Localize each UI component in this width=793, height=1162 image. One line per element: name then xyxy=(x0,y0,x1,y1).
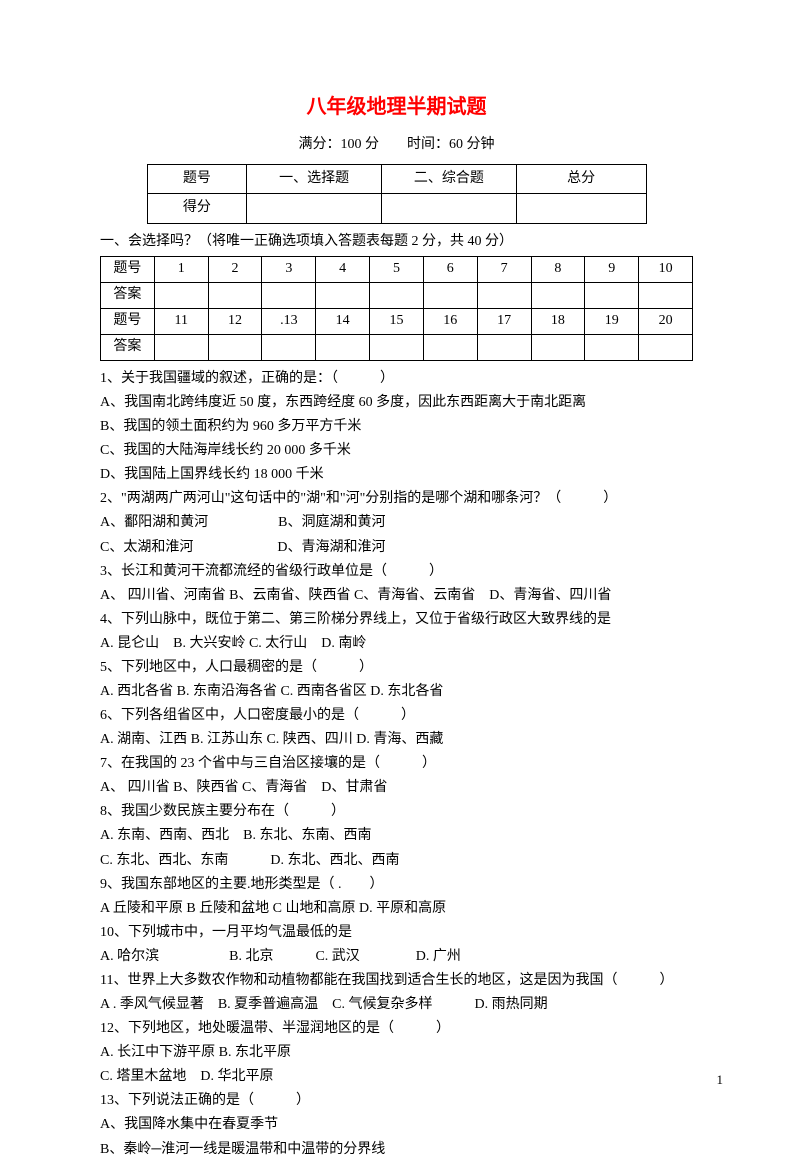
question-line: A、我国南北跨纬度近 50 度，东西跨经度 60 多度，因此东西距离大于南北距离 xyxy=(100,391,693,415)
answer-cell xyxy=(154,283,208,309)
answer-num: 17 xyxy=(477,309,531,335)
answer-num: 19 xyxy=(585,309,639,335)
answer-num: 10 xyxy=(639,257,693,283)
answer-num: 12 xyxy=(208,309,262,335)
answer-cell xyxy=(423,283,477,309)
table-row: 题号 一、选择题 二、综合题 总分 xyxy=(147,164,646,194)
score-row-label: 得分 xyxy=(147,194,247,224)
answer-cell xyxy=(585,283,639,309)
answer-num: 8 xyxy=(531,257,585,283)
answer-num: 11 xyxy=(154,309,208,335)
question-line: C. 东北、西北、东南 D. 东北、西北、西南 xyxy=(100,849,693,873)
question-line: B、秦岭─淮河一线是暖温带和中温带的分界线 xyxy=(100,1138,693,1162)
question-line: D、我国陆上国界线长约 18 000 千米 xyxy=(100,463,693,487)
question-line: 11、世界上大多数农作物和动植物都能在我国找到适合生长的地区，这是因为我国（ ） xyxy=(100,969,693,993)
answer-cell xyxy=(262,283,316,309)
question-line: 10、下列城市中，一月平均气温最低的是 xyxy=(100,921,693,945)
answer-row-label: 题号 xyxy=(101,309,155,335)
score-header-label: 题号 xyxy=(147,164,247,194)
page-title: 八年级地理半期试题 xyxy=(100,90,693,125)
question-line: 2、"两湖两广两河山"这句话中的"湖"和"河"分别指的是哪个湖和哪条河？（ ） xyxy=(100,487,693,511)
question-line: 13、下列说法正确的是（ ） xyxy=(100,1089,693,1113)
question-line: A . 季风气候显著 B. 夏季普遍高温 C. 气候复杂多样 D. 雨热同期 xyxy=(100,993,693,1017)
answer-num: 4 xyxy=(316,257,370,283)
question-line: 9、我国东部地区的主要.地形类型是（ . ） xyxy=(100,873,693,897)
answer-num: .13 xyxy=(262,309,316,335)
answer-row-label: 题号 xyxy=(101,257,155,283)
answer-cell xyxy=(316,335,370,361)
answer-cell xyxy=(208,283,262,309)
answer-num: 1 xyxy=(154,257,208,283)
answer-row-label: 答案 xyxy=(101,335,155,361)
answer-cell xyxy=(639,335,693,361)
question-line: 8、我国少数民族主要分布在（ ） xyxy=(100,800,693,824)
section-label: 一、会选择吗？（将唯一正确选项填入答题表每题 2 分，共 40 分） xyxy=(100,230,693,255)
question-line: A、鄱阳湖和黄河 B、洞庭湖和黄河 xyxy=(100,511,693,535)
answer-cell xyxy=(639,283,693,309)
answer-cell xyxy=(585,335,639,361)
page-subtitle: 满分：100 分 时间：60 分钟 xyxy=(100,133,693,158)
answer-cell xyxy=(370,335,424,361)
question-line: 6、下列各组省区中，人口密度最小的是（ ） xyxy=(100,704,693,728)
table-row: 题号 11 12 .13 14 15 16 17 18 19 20 xyxy=(101,309,693,335)
answer-cell xyxy=(154,335,208,361)
answer-num: 20 xyxy=(639,309,693,335)
question-line: 7、在我国的 23 个省中与三自治区接壤的是（ ） xyxy=(100,752,693,776)
answer-num: 7 xyxy=(477,257,531,283)
question-line: A. 东南、西南、西北 B. 东北、东南、西南 xyxy=(100,824,693,848)
score-table: 题号 一、选择题 二、综合题 总分 得分 xyxy=(147,164,647,224)
question-line: A 丘陵和平原 B 丘陵和盆地 C 山地和高原 D. 平原和高原 xyxy=(100,897,693,921)
question-line: A. 西北各省 B. 东南沿海各省 C. 西南各省区 D. 东北各省 xyxy=(100,680,693,704)
question-line: A、 四川省、河南省 B、云南省、陕西省 C、青海省、云南省 D、青海省、四川省 xyxy=(100,584,693,608)
question-line: A、 四川省 B、陕西省 C、青海省 D、甘肃省 xyxy=(100,776,693,800)
question-line: A. 哈尔滨 B. 北京 C. 武汉 D. 广州 xyxy=(100,945,693,969)
answer-num: 9 xyxy=(585,257,639,283)
answer-num: 5 xyxy=(370,257,424,283)
answer-num: 6 xyxy=(423,257,477,283)
question-line: 4、下列山脉中，既位于第二、第三阶梯分界线上，又位于省级行政区大致界线的是 xyxy=(100,608,693,632)
answer-num: 16 xyxy=(423,309,477,335)
question-line: 1、关于我国疆域的叙述，正确的是：（ ） xyxy=(100,367,693,391)
page-number: 1 xyxy=(717,1069,724,1092)
answer-cell xyxy=(370,283,424,309)
question-line: A、我国降水集中在春夏季节 xyxy=(100,1113,693,1137)
question-line: A. 昆仑山 B. 大兴安岭 C. 太行山 D. 南岭 xyxy=(100,632,693,656)
answer-cell xyxy=(208,335,262,361)
question-line: C. 塔里木盆地 D. 华北平原 xyxy=(100,1065,693,1089)
question-line: A. 长江中下游平原 B. 东北平原 xyxy=(100,1041,693,1065)
question-line: 5、下列地区中，人口最稠密的是（ ） xyxy=(100,656,693,680)
table-row: 得分 xyxy=(147,194,646,224)
answer-cell xyxy=(531,283,585,309)
answer-cell xyxy=(531,335,585,361)
score-header-sec2: 二、综合题 xyxy=(382,164,517,194)
question-line: 12、下列地区，地处暖温带、半湿润地区的是（ ） xyxy=(100,1017,693,1041)
table-row: 题号 1 2 3 4 5 6 7 8 9 10 xyxy=(101,257,693,283)
questions-body: 1、关于我国疆域的叙述，正确的是：（ ）A、我国南北跨纬度近 50 度，东西跨经… xyxy=(100,367,693,1162)
score-header-total: 总分 xyxy=(516,164,646,194)
answer-num: 2 xyxy=(208,257,262,283)
answer-cell xyxy=(262,335,316,361)
table-row: 答案 xyxy=(101,335,693,361)
score-cell xyxy=(247,194,382,224)
answer-num: 3 xyxy=(262,257,316,283)
answer-cell xyxy=(316,283,370,309)
answer-cell xyxy=(477,335,531,361)
answer-row-label: 答案 xyxy=(101,283,155,309)
question-line: C、太湖和淮河 D、青海湖和淮河 xyxy=(100,536,693,560)
score-cell xyxy=(516,194,646,224)
answer-num: 18 xyxy=(531,309,585,335)
question-line: 3、长江和黄河干流都流经的省级行政单位是（ ） xyxy=(100,560,693,584)
question-line: B、我国的领土面积约为 960 多万平方千米 xyxy=(100,415,693,439)
answer-cell xyxy=(477,283,531,309)
score-cell xyxy=(382,194,517,224)
answer-cell xyxy=(423,335,477,361)
question-line: C、我国的大陆海岸线长约 20 000 多千米 xyxy=(100,439,693,463)
answer-table: 题号 1 2 3 4 5 6 7 8 9 10 答案 题号 11 12 .13 … xyxy=(100,256,693,361)
answer-num: 14 xyxy=(316,309,370,335)
table-row: 答案 xyxy=(101,283,693,309)
score-header-sec1: 一、选择题 xyxy=(247,164,382,194)
question-line: A. 湖南、江西 B. 江苏山东 C. 陕西、四川 D. 青海、西藏 xyxy=(100,728,693,752)
answer-num: 15 xyxy=(370,309,424,335)
